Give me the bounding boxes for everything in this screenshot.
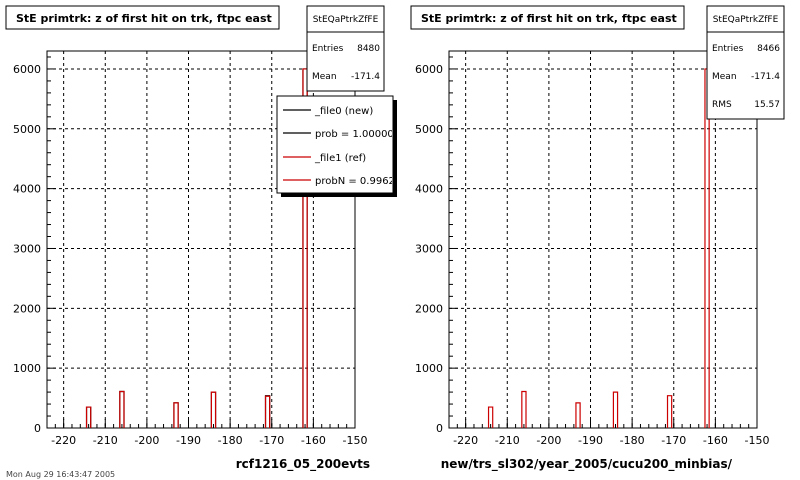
y-tick-label: 6000 — [415, 63, 443, 76]
x-tick-label: -180 — [218, 434, 243, 447]
y-tick-label: 3000 — [415, 242, 443, 255]
legend-entry-probn: probN = 0.99622 — [315, 176, 401, 187]
y-tick-label: 1000 — [415, 362, 443, 375]
x-tick-label: -150 — [745, 434, 770, 447]
right-stats-mean-value: -171.4 — [751, 72, 780, 82]
right-stats-box: StEQaPtrkZfFE Entries 8466 Mean -171.4 R… — [706, 5, 785, 120]
y-tick-label: 0 — [34, 422, 41, 435]
right-stats-rms-value: 15.57 — [754, 100, 780, 110]
x-tick-label: -200 — [134, 434, 159, 447]
left-stats-box: StEQaPtrkZfFE Entries 8480 Mean -171.4 — [306, 5, 385, 92]
footer-timestamp: Mon Aug 29 16:43:47 2005 — [6, 470, 115, 479]
histogram-bin — [85, 406, 92, 428]
y-tick-label: 4000 — [13, 183, 41, 196]
right-plot-area: -220 -210 -200 -190 -180 -170 -160 -150 0 1000 200… — [415, 50, 770, 447]
left-x-axis-label: rcf1216_05_200evts — [236, 457, 370, 472]
y-tick-label: 3000 — [13, 242, 41, 255]
x-tick-label: -170 — [661, 434, 686, 447]
y-tick-label: 6000 — [13, 63, 41, 76]
x-tick-label: -170 — [259, 434, 284, 447]
left-stats-name: StEQaPtrkZfFE — [313, 15, 379, 25]
right-stats-entries-value: 8466 — [757, 44, 780, 54]
right-stats-entries-label: Entries — [712, 44, 744, 54]
y-tick-label: 1000 — [13, 362, 41, 375]
right-title-box — [410, 5, 685, 30]
histogram-bin — [119, 390, 125, 428]
legend-entry-prob: prob = 1.000000 — [315, 129, 400, 140]
x-tick-label: -160 — [301, 434, 326, 447]
x-tick-label: -220 — [51, 434, 76, 447]
y-tick-label: 0 — [436, 422, 443, 435]
right-stats-mean-label: Mean — [712, 72, 737, 82]
plot-frame — [448, 50, 758, 429]
x-tick-label: -180 — [620, 434, 645, 447]
left-title: StE primtrk: z of first hit on trk, ftpc… — [16, 12, 272, 25]
histogram-bin — [612, 391, 619, 428]
right-x-axis-label: new/trs_sl302/year_2005/cucu200_minbias/ — [441, 457, 733, 472]
y-tick-label: 5000 — [415, 123, 443, 136]
left-stats-mean-value: -171.4 — [351, 72, 380, 82]
histogram-bin — [575, 402, 581, 428]
histogram-bin — [666, 395, 673, 428]
x-tick-label: -190 — [176, 434, 201, 447]
right-histogram-panel: StE primtrk: z of first hit on trk, ftpc… — [410, 5, 785, 472]
histogram-bin — [173, 402, 179, 428]
histogram-bin — [264, 395, 271, 428]
right-stats-rms-label: RMS — [712, 100, 732, 110]
right-stats-name: StEQaPtrkZfFE — [713, 15, 779, 25]
x-tick-label: -210 — [93, 434, 118, 447]
y-tick-label: 2000 — [13, 302, 41, 315]
histogram-bin — [210, 391, 217, 428]
left-stats-entries-value: 8480 — [357, 44, 380, 54]
x-tick-label: -150 — [343, 434, 368, 447]
y-tick-label: 2000 — [415, 302, 443, 315]
left-stats-entries-label: Entries — [312, 44, 344, 54]
legend-entry-ref-file: _file1 (ref) — [314, 153, 366, 164]
right-title: StE primtrk: z of first hit on trk, ftpc… — [421, 12, 677, 25]
x-tick-label: -220 — [453, 434, 478, 447]
x-tick-label: -210 — [495, 434, 520, 447]
left-title-box — [5, 5, 280, 30]
left-histogram-panel: StE primtrk: z of first hit on trk, ftpc… — [5, 5, 401, 472]
x-tick-label: -160 — [703, 434, 728, 447]
left-legend: _file0 (new) prob = 1.000000 _file1 (ref… — [276, 95, 401, 197]
histogram-bin — [487, 406, 494, 428]
legend-entry-new-file: _file0 (new) — [314, 106, 373, 117]
histogram-bin — [521, 390, 527, 428]
x-tick-label: -190 — [578, 434, 603, 447]
x-tick-label: -200 — [536, 434, 561, 447]
left-stats-mean-label: Mean — [312, 72, 337, 82]
histogram-bin — [302, 68, 308, 428]
y-tick-label: 5000 — [13, 123, 41, 136]
y-tick-label: 4000 — [415, 183, 443, 196]
